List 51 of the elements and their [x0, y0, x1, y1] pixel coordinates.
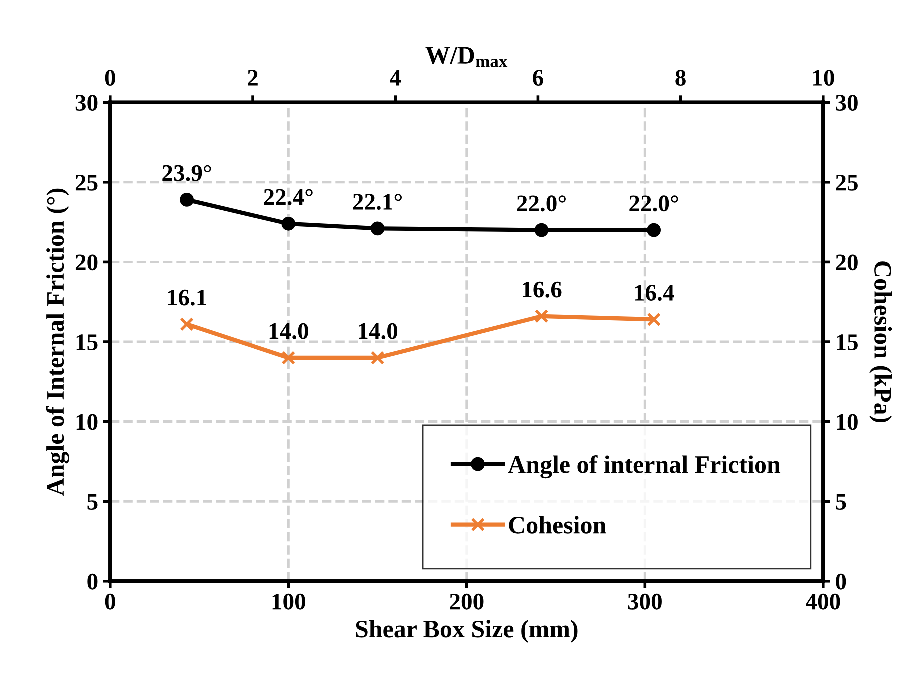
data-label: 16.6: [523, 282, 562, 298]
point: [180, 193, 194, 207]
data-label: 22.1°: [353, 194, 402, 210]
point: [282, 351, 296, 365]
y2-tick-label: 30: [836, 95, 858, 112]
y-tick-label: 5: [88, 494, 98, 510]
x-axis-title: Shear Box Size (mm): [356, 620, 578, 643]
point: [534, 310, 549, 324]
x-tick-label: 300: [628, 594, 662, 610]
y-tick-label: 20: [76, 254, 98, 271]
data-label: 23.9°: [162, 165, 212, 182]
x2-tick-label: 10: [813, 70, 834, 86]
x2-axis-title: W/D$_{max}$: [426, 47, 508, 68]
legend-label: Cohesion: [509, 516, 606, 534]
x2-tick-label: 6: [533, 70, 544, 86]
data-label: 22.4°: [264, 189, 313, 206]
x2-tick-label: 2: [248, 70, 258, 86]
y-tick-label: 0: [88, 574, 98, 590]
y2-tick-label: 20: [836, 254, 858, 271]
point: [370, 351, 385, 365]
y2-axis-title: Cohesion (kPa): [869, 262, 892, 423]
x-tick-label: 200: [450, 594, 484, 610]
data-label: 16.4: [635, 285, 674, 302]
legend-label: Angle of internal Friction: [508, 455, 781, 479]
y-tick-label: 10: [76, 414, 98, 430]
point: [534, 223, 549, 238]
point: [647, 312, 662, 327]
y2-tick-label: 10: [837, 414, 858, 430]
point: [370, 222, 385, 236]
y2-tick-label: 5: [836, 494, 846, 510]
data-label: 16.1: [168, 290, 206, 306]
data-label: 14.0: [359, 323, 398, 340]
x2-tick-label: 8: [676, 70, 686, 86]
data-label: 14.0: [270, 323, 308, 340]
data-label: 22.0°: [630, 196, 678, 212]
y-axis-title: Angle of Internal Friction (°): [46, 188, 70, 496]
point: [647, 223, 662, 238]
x2-tick-label: 4: [390, 70, 402, 86]
x-tick-label: 100: [272, 594, 306, 610]
x2-tick-label: 0: [105, 70, 116, 86]
y2-tick-label: 15: [837, 334, 858, 350]
y2-tick-label: 25: [836, 174, 858, 191]
y2-tick-label: 0: [836, 574, 846, 590]
y-tick-label: 15: [76, 334, 98, 350]
y-tick-label: 25: [76, 174, 98, 191]
point: [180, 318, 194, 332]
x-tick-label: 0: [105, 594, 116, 610]
data-label: 22.0°: [517, 196, 566, 212]
y-tick-label: 30: [76, 95, 98, 112]
point: [282, 216, 296, 231]
x-tick-label: 400: [806, 594, 840, 610]
